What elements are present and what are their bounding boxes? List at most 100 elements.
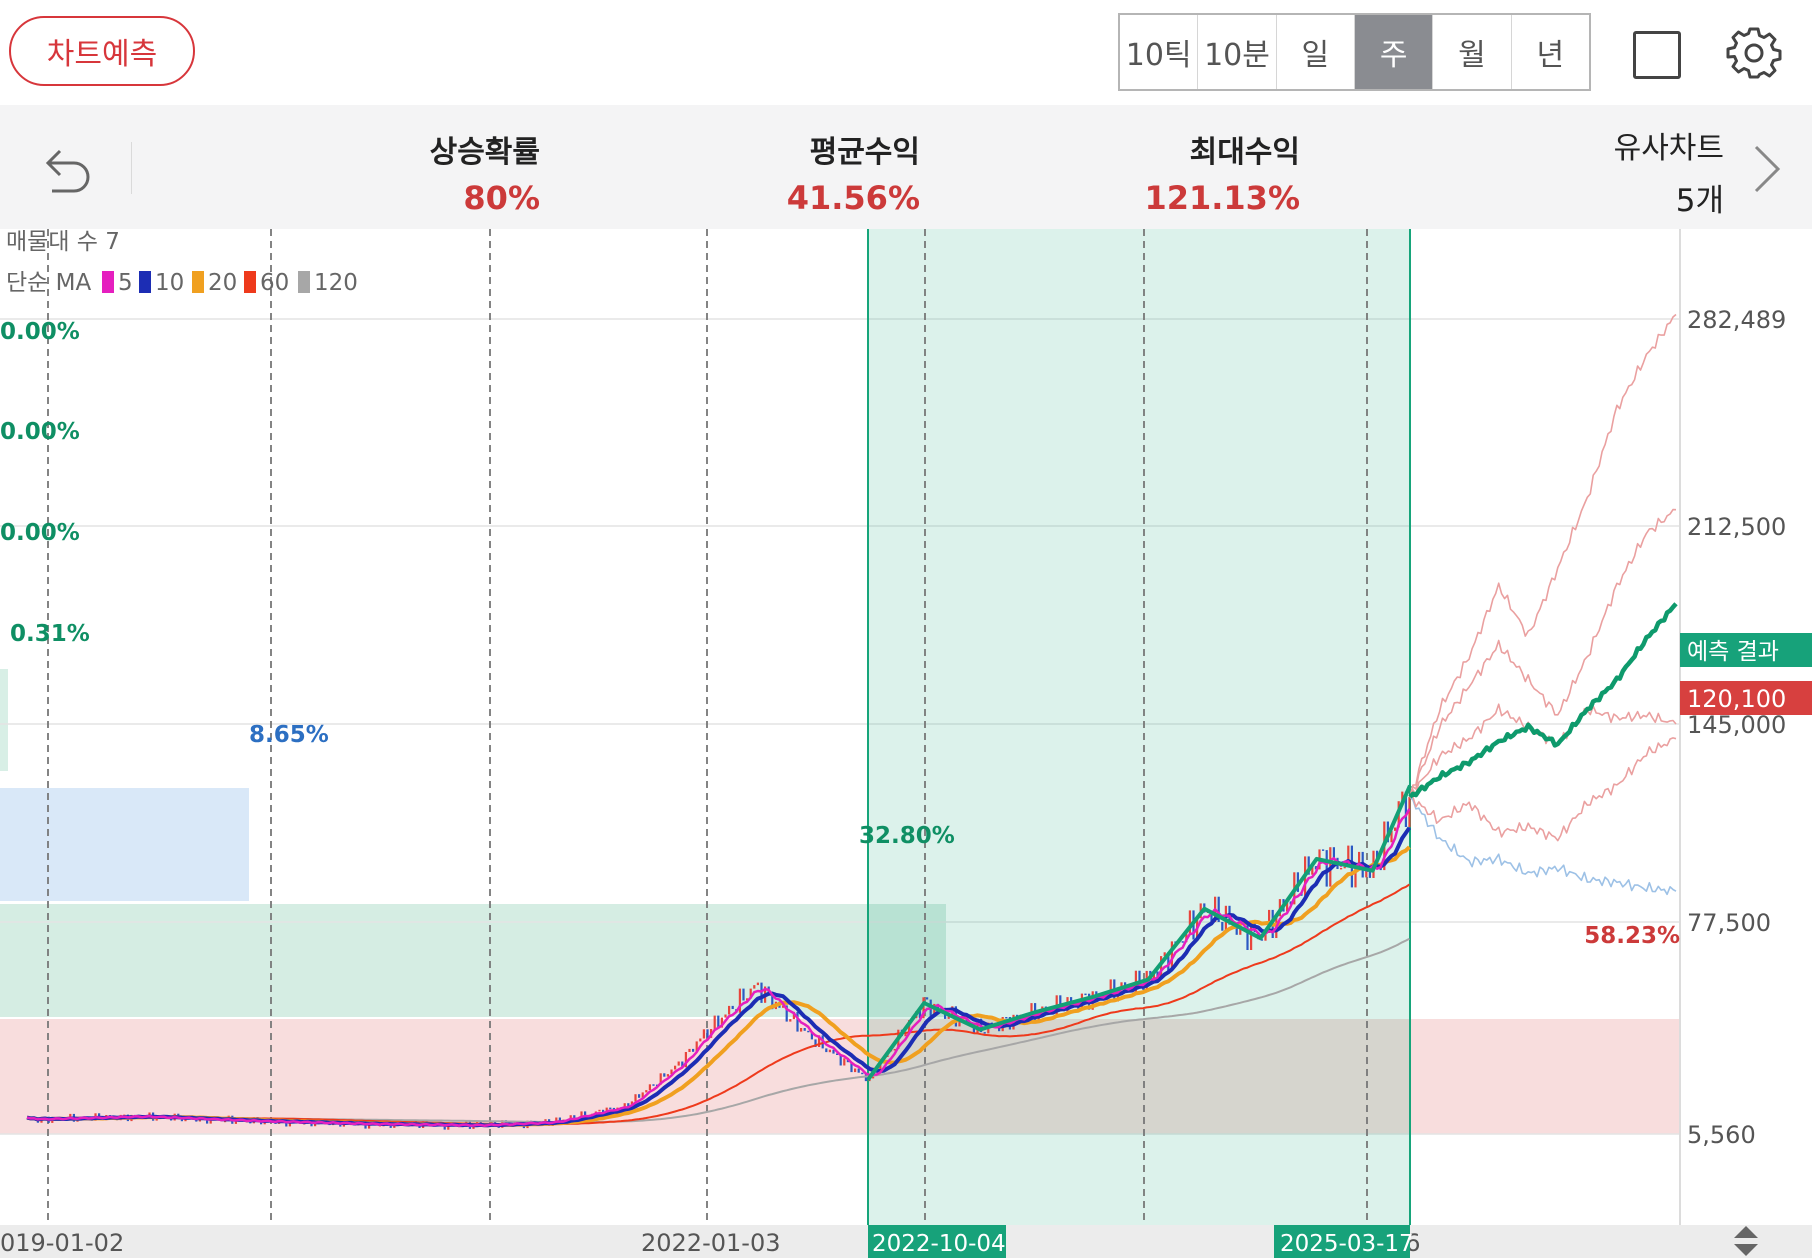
price-candle — [839, 1054, 842, 1066]
period-week[interactable]: 주 — [1354, 15, 1434, 89]
price-candle — [609, 1107, 612, 1110]
price-candle — [666, 1074, 669, 1077]
price-candle — [670, 1069, 673, 1075]
price-chart[interactable]: 매물대 수 7 단순 MA 5 10 20 60 120 0.00% 0.00%… — [0, 229, 1812, 1225]
similar-charts-label: 유사차트 — [1613, 131, 1724, 166]
price-candle — [638, 1094, 641, 1098]
rise-probability: 상승확률 80% — [390, 127, 540, 217]
price-candle — [180, 1119, 183, 1122]
price-candle — [746, 998, 749, 1001]
price-candle — [1030, 1003, 1033, 1016]
price-candle — [1210, 911, 1213, 922]
chart-predict-button[interactable]: 차트예측 — [9, 16, 195, 86]
period-day[interactable]: 일 — [1277, 15, 1355, 89]
price-candle — [598, 1109, 601, 1112]
volume-level-label: 0.00% — [0, 419, 80, 445]
price-candle — [584, 1111, 587, 1116]
price-candle — [1311, 866, 1314, 875]
price-candle — [756, 982, 759, 986]
ma20-label: 20 — [208, 270, 237, 296]
price-candle — [861, 1072, 864, 1075]
rise-probability-label: 상승확률 — [429, 135, 540, 170]
date-axis: 019-01-02 2022-01-03 06 2022-10-04 2025-… — [0, 1225, 1812, 1258]
range-end-date-tag[interactable]: 2025-03-17 — [1274, 1225, 1414, 1258]
range-start-date: 2022-10-04 — [872, 1231, 1006, 1257]
price-candle — [1070, 997, 1073, 1004]
prediction-similar-line — [1409, 508, 1677, 798]
price-candle — [1181, 941, 1184, 943]
price-tick-label: 5,560 — [1687, 1121, 1756, 1149]
price-candle — [652, 1084, 655, 1086]
price-candle — [695, 1041, 698, 1052]
price-candle — [828, 1049, 831, 1053]
prediction-similar-line — [1409, 796, 1677, 896]
price-candle — [983, 1032, 986, 1034]
similar-charts[interactable]: 유사차트 5개 — [1614, 123, 1724, 220]
price-candle — [659, 1073, 662, 1085]
price-candle — [684, 1052, 687, 1068]
price-tick-label: 145,000 — [1687, 711, 1786, 739]
period-10tick[interactable]: 10틱 — [1120, 15, 1199, 89]
price-candle — [573, 1115, 576, 1118]
price-candle — [1005, 1017, 1008, 1019]
period-month[interactable]: 월 — [1433, 15, 1512, 89]
price-candle — [692, 1048, 695, 1052]
price-candle — [1138, 970, 1141, 987]
period-10min[interactable]: 10분 — [1198, 15, 1277, 89]
price-candle — [785, 1005, 788, 1022]
price-candle — [1163, 952, 1166, 957]
price-candle — [918, 1011, 921, 1019]
price-candle — [947, 1015, 950, 1019]
price-candle — [1217, 896, 1220, 922]
undo-icon[interactable] — [36, 141, 96, 201]
price-candle — [623, 1103, 626, 1108]
price-candle — [731, 1005, 734, 1009]
price-candle — [1120, 982, 1123, 990]
price-candle — [1332, 847, 1335, 858]
price-candle — [1134, 970, 1137, 992]
price-candle — [1368, 869, 1371, 878]
period-year[interactable]: 년 — [1536, 38, 1565, 73]
price-candle — [843, 1058, 846, 1066]
volume-level-label: 0.31% — [10, 621, 90, 647]
gear-icon[interactable] — [1726, 25, 1782, 81]
ma10-label: 10 — [155, 270, 184, 296]
price-candle — [1394, 827, 1397, 831]
ma120-swatch — [298, 271, 310, 293]
price-candle — [724, 1014, 727, 1018]
date-tick-label: 2022-01-03 — [641, 1229, 780, 1257]
price-candle — [702, 1029, 705, 1039]
volume-level-label: 0.00% — [0, 520, 80, 546]
price-candle — [677, 1061, 680, 1066]
price-candle — [1347, 845, 1350, 867]
price-candle — [800, 1028, 803, 1032]
ma120-label: 120 — [314, 270, 358, 296]
price-candle — [742, 988, 745, 1001]
price-candle — [699, 1038, 702, 1042]
price-candle — [1109, 979, 1112, 994]
volume-profile-label: 매물대 수 7 — [6, 229, 120, 255]
current-price-tag: 120,100 — [1680, 681, 1812, 715]
price-candle — [738, 988, 741, 1013]
prediction-similar-line — [1409, 737, 1677, 842]
price-candle — [857, 1068, 860, 1073]
rise-probability-value: 80% — [463, 179, 540, 217]
ma60-swatch — [244, 271, 256, 293]
price-candle — [717, 1015, 720, 1028]
price-candle — [224, 1120, 227, 1123]
price-candle — [1170, 941, 1173, 971]
price-candle — [472, 1125, 475, 1129]
expand-square-icon[interactable] — [1633, 31, 1681, 79]
volume-band — [0, 1019, 1680, 1134]
price-candle — [1250, 923, 1253, 950]
price-candle — [814, 1039, 817, 1047]
sort-arrows-icon[interactable] — [1732, 1224, 1760, 1258]
price-candle — [728, 1005, 731, 1015]
price-candle — [1059, 995, 1062, 1009]
price-candle — [260, 1122, 263, 1125]
price-candle — [796, 1011, 799, 1032]
range-start-date-tag[interactable]: 2022-10-04 — [868, 1225, 1006, 1258]
prediction-result-label: 예측 결과 — [1687, 639, 1779, 665]
chevron-right-icon[interactable] — [1752, 143, 1782, 195]
volume-level-label: 58.23% — [1584, 923, 1680, 949]
